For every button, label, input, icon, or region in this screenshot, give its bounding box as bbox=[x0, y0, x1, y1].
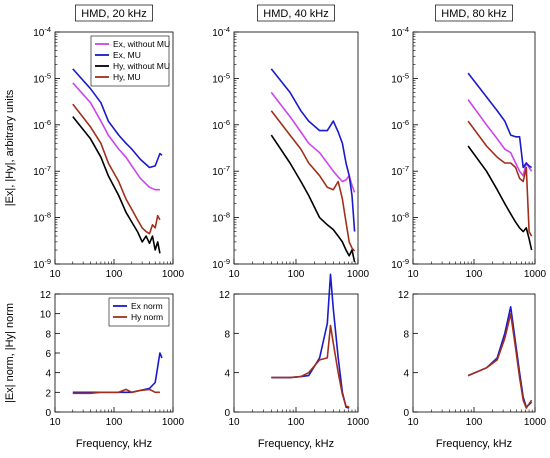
y-tick-label: 10-5 bbox=[391, 71, 409, 85]
x-tick-label: 100 bbox=[466, 269, 483, 280]
series-line-ex-mu bbox=[270, 68, 356, 232]
y-tick-label: 0 bbox=[403, 408, 409, 419]
y-tick-label: 10-8 bbox=[212, 211, 230, 225]
y-tick-label: 8 bbox=[403, 329, 409, 340]
y-axis-label: |Ex| norm, |Hy| norm bbox=[4, 303, 16, 403]
x-axis-label: Frequency, kHz bbox=[258, 438, 334, 450]
plot-frame bbox=[412, 31, 536, 265]
panel-1: 10 100 1000 10-9 10-8 10-7 10-6 10-5 10-4 HMD, 20… bbox=[4, 4, 185, 280]
y-tick-label: 10-4 bbox=[212, 25, 230, 39]
panel-4: 10 100 1000 0 2 4 6 8 10 12 Frequency, kHz |Ex| nor… bbox=[4, 290, 185, 450]
x-tick-label: 10 bbox=[228, 417, 240, 428]
y-tick-label: 10-5 bbox=[33, 71, 51, 85]
panel-2: 10 100 1000 10-9 10-8 10-7 10-6 10-5 10-4 HMD, 40… bbox=[212, 4, 370, 280]
panel-title: HMD, 40 kHz bbox=[263, 8, 328, 20]
x-axis-label: Frequency, kHz bbox=[436, 438, 512, 450]
y-tick-label: 10-8 bbox=[33, 211, 51, 225]
y-axis-label: |Ex|, |Hy|, arbitrary units bbox=[4, 89, 16, 206]
legend-box bbox=[108, 297, 170, 327]
x-axis-label: Frequency, kHz bbox=[76, 438, 152, 450]
x-tick-label: 10 bbox=[49, 269, 61, 280]
y-tick-label: 8 bbox=[45, 329, 51, 340]
panel-5: 10 100 1000 0 4 8 12 Frequency, kHz bbox=[219, 273, 370, 450]
x-tick-label: 1000 bbox=[524, 417, 547, 428]
panel-3: 10 100 1000 10-9 10-8 10-7 10-6 10-5 10-4 HMD, 80… bbox=[391, 4, 547, 280]
y-tick-label: 4 bbox=[403, 369, 409, 380]
series-line-hy-norm bbox=[72, 388, 160, 395]
y-tick-label: 10-6 bbox=[391, 118, 409, 132]
y-tick-label: 8 bbox=[224, 329, 230, 340]
x-tick-label: 1000 bbox=[162, 417, 185, 428]
x-tick-label: 100 bbox=[288, 269, 305, 280]
panel-title-box bbox=[257, 4, 335, 22]
x-tick-label: 100 bbox=[466, 417, 483, 428]
x-tick-label: 10 bbox=[228, 269, 240, 280]
x-tick-label: 10 bbox=[407, 269, 419, 280]
y-tick-label: 10-9 bbox=[212, 257, 230, 271]
series-line-ex-mu bbox=[72, 68, 163, 169]
y-tick-label: 10-8 bbox=[391, 211, 409, 225]
legend-label: Hy norm bbox=[131, 312, 163, 322]
series-line-hy-without-mu bbox=[72, 116, 161, 254]
series-line-hy-without-mu bbox=[467, 145, 533, 251]
y-tick-label: 4 bbox=[45, 369, 51, 380]
y-tick-label: 10 bbox=[40, 310, 52, 321]
y-tick-label: 0 bbox=[224, 408, 230, 419]
y-tick-label: 2 bbox=[45, 388, 51, 399]
series-line-hy-mu bbox=[270, 110, 356, 252]
x-tick-label: 1000 bbox=[347, 269, 370, 280]
y-tick-label: 12 bbox=[398, 290, 410, 301]
y-tick-label: 12 bbox=[219, 290, 231, 301]
y-tick-label: 6 bbox=[45, 349, 51, 360]
series-line-ex-without-mu bbox=[72, 82, 160, 191]
x-tick-label: 10 bbox=[49, 417, 61, 428]
legend-label: Hy, without MU bbox=[113, 61, 170, 71]
y-tick-label: 10-4 bbox=[391, 25, 409, 39]
panel-title-box bbox=[435, 4, 513, 22]
y-tick-label: 10-9 bbox=[33, 257, 51, 271]
panel-title: HMD, 80 kHz bbox=[441, 8, 506, 20]
series-line-hy-norm bbox=[467, 312, 533, 409]
series-line-ex-mu bbox=[467, 72, 533, 169]
x-tick-label: 1000 bbox=[524, 269, 547, 280]
y-tick-label: 4 bbox=[224, 369, 230, 380]
series-line-hy-without-mu bbox=[270, 134, 356, 263]
legend-label: Ex, MU bbox=[113, 50, 141, 60]
y-tick-label: 10-7 bbox=[212, 164, 230, 178]
series-line-hy-mu bbox=[72, 103, 161, 235]
legend-label: Ex norm bbox=[131, 301, 163, 311]
y-tick-label: 0 bbox=[45, 408, 51, 419]
y-tick-label: 10-6 bbox=[33, 118, 51, 132]
x-tick-label: 100 bbox=[288, 417, 305, 428]
x-tick-label: 10 bbox=[407, 417, 419, 428]
series-line-hy-norm bbox=[271, 324, 350, 408]
plot-frame bbox=[233, 293, 359, 413]
y-tick-label: 12 bbox=[40, 290, 52, 301]
legend-label: Ex, without MU bbox=[113, 39, 170, 49]
x-tick-label: 1000 bbox=[347, 417, 370, 428]
panel-6: 10 100 1000 0 4 8 12 Frequency, kHz bbox=[398, 290, 547, 450]
y-tick-label: 10-7 bbox=[391, 164, 409, 178]
x-tick-label: 100 bbox=[106, 269, 123, 280]
legend-label: Hy, MU bbox=[113, 72, 141, 82]
series-line-ex-norm bbox=[72, 352, 163, 394]
series-line-hy-mu bbox=[467, 120, 533, 237]
y-tick-label: 10-9 bbox=[391, 257, 409, 271]
x-tick-label: 100 bbox=[106, 417, 123, 428]
y-tick-label: 10-6 bbox=[212, 118, 230, 132]
panel-title: HMD, 20 kHz bbox=[81, 8, 146, 20]
x-tick-label: 1000 bbox=[162, 269, 185, 280]
plot-frame bbox=[233, 31, 359, 265]
y-tick-label: 10-7 bbox=[33, 164, 51, 178]
y-tick-label: 10-4 bbox=[33, 25, 51, 39]
y-tick-label: 10-5 bbox=[212, 71, 230, 85]
panel-title-box bbox=[75, 4, 153, 22]
